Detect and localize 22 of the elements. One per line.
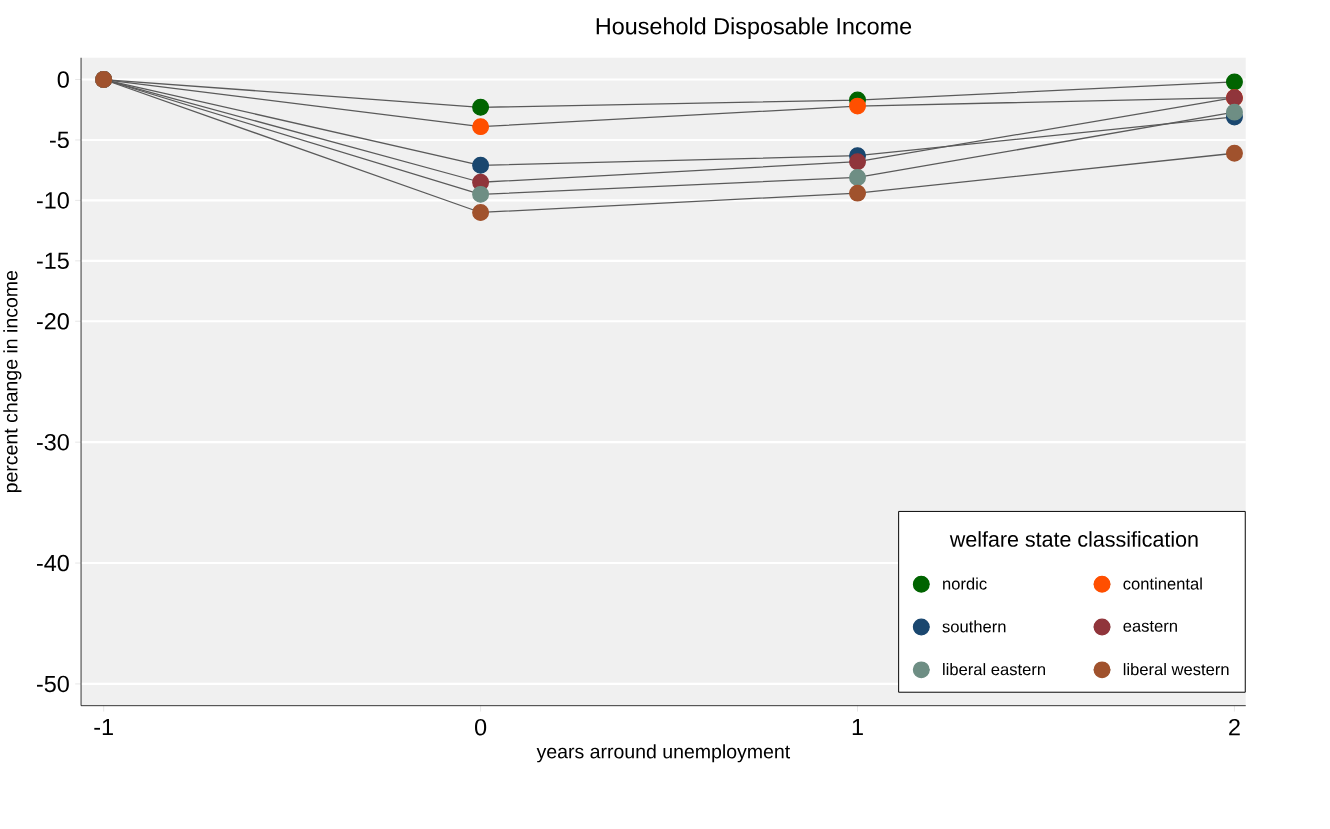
legend-title: welfare state classification: [949, 531, 1198, 547]
legend-label: southern: [942, 620, 1006, 633]
y-tick-label: -40: [37, 554, 69, 572]
y-tick-label: -10: [37, 192, 69, 209]
chart-title: Household Disposable Income: [596, 17, 912, 40]
y-tick-label: -20: [37, 313, 69, 330]
y-tick-label: -15: [37, 252, 69, 269]
x-tick-label: 0: [475, 718, 487, 736]
legend-label: nordic: [943, 577, 987, 590]
x-tick-label: 2: [1229, 718, 1240, 736]
legend-label: eastern: [1123, 620, 1177, 632]
x-tick-label: 1: [852, 718, 863, 736]
legend-label: continental: [1123, 577, 1202, 590]
y-tick-label: -5: [50, 131, 69, 149]
y-tick-label: -30: [37, 433, 69, 451]
y-tick-label: -50: [37, 675, 69, 693]
legend-label: liberal eastern: [943, 663, 1045, 676]
y-axis-title: percent change in income: [3, 270, 22, 493]
x-tick-label: -1: [94, 718, 113, 736]
legend-label: liberal western: [1123, 663, 1229, 676]
y-tick-label: 0: [57, 71, 69, 88]
x-axis-title: years arround unemployment: [536, 744, 791, 763]
